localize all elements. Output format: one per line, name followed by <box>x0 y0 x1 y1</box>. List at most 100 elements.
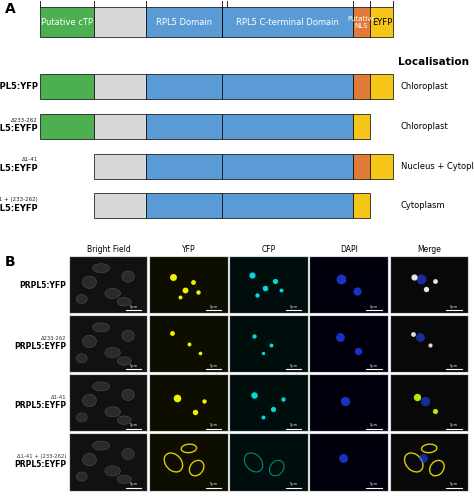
Bar <box>40 114 94 139</box>
Bar <box>146 193 221 218</box>
Text: CFP: CFP <box>262 246 276 254</box>
Text: 5μm: 5μm <box>370 305 378 309</box>
Point <box>194 288 202 296</box>
Text: Localisation: Localisation <box>398 57 469 67</box>
Bar <box>94 114 146 139</box>
Point <box>250 332 257 340</box>
Bar <box>146 74 221 99</box>
Point <box>339 454 346 462</box>
Text: RPL5 Domain: RPL5 Domain <box>155 18 212 27</box>
Text: 5μm: 5μm <box>370 482 378 486</box>
Text: 5μm: 5μm <box>129 423 137 427</box>
Text: 5μm: 5μm <box>129 305 137 309</box>
Text: Putative cTP: Putative cTP <box>41 18 93 27</box>
Ellipse shape <box>122 389 134 400</box>
Ellipse shape <box>105 407 120 417</box>
Text: 5μm: 5μm <box>370 423 378 427</box>
Point <box>421 396 428 404</box>
Point <box>250 391 257 399</box>
Ellipse shape <box>76 354 87 363</box>
Ellipse shape <box>117 475 131 484</box>
Bar <box>353 7 370 37</box>
Text: Δ233-262: Δ233-262 <box>41 336 66 341</box>
Text: 5μm: 5μm <box>210 423 218 427</box>
Point <box>413 393 420 401</box>
Point <box>336 333 344 341</box>
Point <box>168 329 176 337</box>
Point <box>185 340 192 348</box>
Text: RPL5 C-terminal Domain: RPL5 C-terminal Domain <box>236 18 338 27</box>
Ellipse shape <box>82 335 96 348</box>
Point <box>259 349 266 357</box>
Text: 5μm: 5μm <box>290 482 298 486</box>
Ellipse shape <box>82 453 96 466</box>
Ellipse shape <box>82 276 96 288</box>
Bar <box>221 74 353 99</box>
Text: 5μm: 5μm <box>450 423 458 427</box>
Point <box>191 408 199 416</box>
Point <box>181 286 189 294</box>
Point <box>410 273 418 281</box>
Bar <box>353 74 370 99</box>
Bar <box>146 154 221 179</box>
Point <box>267 341 274 349</box>
Point <box>269 405 277 413</box>
Bar <box>40 7 94 37</box>
Text: Chloroplast: Chloroplast <box>401 82 448 91</box>
Point <box>279 395 287 403</box>
Text: 5μm: 5μm <box>210 482 218 486</box>
Text: PRPL5:EYFP: PRPL5:EYFP <box>14 342 66 351</box>
Ellipse shape <box>105 348 120 358</box>
Bar <box>221 193 353 218</box>
Point <box>259 413 266 421</box>
Bar <box>94 74 146 99</box>
Ellipse shape <box>92 441 109 450</box>
Text: PRPL5:EYFP: PRPL5:EYFP <box>14 460 66 469</box>
Text: YFP: YFP <box>182 246 196 254</box>
Point <box>173 394 181 402</box>
Text: Bright Field: Bright Field <box>87 246 131 254</box>
Bar <box>221 7 353 37</box>
Point <box>176 294 183 302</box>
Text: Δ1-41 + (233-262): Δ1-41 + (233-262) <box>0 197 38 202</box>
Ellipse shape <box>105 288 120 299</box>
Text: 5μm: 5μm <box>370 364 378 368</box>
Text: 5μm: 5μm <box>450 364 458 368</box>
Point <box>170 273 177 281</box>
Ellipse shape <box>122 271 134 282</box>
Point <box>419 454 427 462</box>
Point <box>341 396 349 404</box>
Text: Chloroplast: Chloroplast <box>401 122 448 131</box>
Ellipse shape <box>117 416 131 425</box>
Text: PRPL5:EYFP: PRPL5:EYFP <box>14 401 66 410</box>
Text: PRPL5:EYFP: PRPL5:EYFP <box>0 204 38 213</box>
Ellipse shape <box>76 472 87 481</box>
Point <box>355 347 362 355</box>
Bar <box>370 74 393 99</box>
Text: Δ1-41 + (233-262): Δ1-41 + (233-262) <box>17 454 66 459</box>
Point <box>418 275 425 283</box>
Point <box>272 277 279 285</box>
Point <box>254 291 261 299</box>
Point <box>426 341 434 349</box>
Text: 5μm: 5μm <box>210 364 218 368</box>
Bar <box>370 154 393 179</box>
Text: PRPL5:EYFP: PRPL5:EYFP <box>0 124 38 133</box>
Point <box>431 407 438 415</box>
Ellipse shape <box>76 413 87 422</box>
Point <box>277 286 284 294</box>
Text: PRPL5:YFP: PRPL5:YFP <box>0 82 38 91</box>
Text: Δ1-41: Δ1-41 <box>22 157 38 163</box>
Point <box>353 287 361 295</box>
Text: Merge: Merge <box>417 246 441 254</box>
Text: A: A <box>5 2 16 16</box>
Bar <box>94 193 146 218</box>
Bar <box>221 114 353 139</box>
Text: EYFP: EYFP <box>372 18 392 27</box>
Bar <box>146 114 221 139</box>
Ellipse shape <box>105 466 120 476</box>
Bar <box>40 74 94 99</box>
Bar <box>94 154 146 179</box>
Text: 5μm: 5μm <box>290 364 298 368</box>
Text: 5μm: 5μm <box>450 482 458 486</box>
